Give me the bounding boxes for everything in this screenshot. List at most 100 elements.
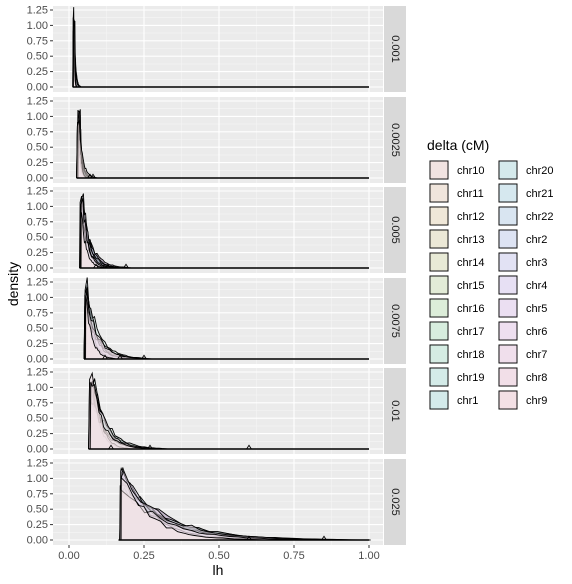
facet-label: 0.005: [389, 216, 401, 244]
y-tick-label: 0.25: [27, 247, 48, 259]
density-line: [89, 382, 152, 450]
legend-label: chr5: [526, 303, 547, 315]
facet-label: 0.001: [389, 35, 401, 63]
density-bump: [93, 263, 99, 269]
legend-label: chr8: [526, 372, 547, 384]
density-bump: [102, 354, 108, 360]
y-tick-label: 0.25: [27, 519, 48, 531]
y-tick-label: 0.75: [27, 397, 48, 409]
legend-key: [498, 206, 518, 226]
y-tick-label: 1.25: [27, 186, 48, 198]
y-tick-label: 1.00: [27, 20, 48, 32]
y-tick-label: 0.50: [27, 51, 48, 63]
x-tick-label: 0.50: [208, 550, 229, 562]
facet-label: 0.01: [389, 400, 401, 421]
y-axis-title: density: [5, 262, 21, 306]
density-fill: [81, 212, 107, 268]
density-fill: [73, 19, 77, 87]
y-tick-label: 0.25: [27, 338, 48, 350]
y-tick-label: 1.25: [27, 5, 48, 17]
density-line: [84, 296, 118, 360]
y-tick-label: 0.00: [27, 444, 48, 456]
facet-label: 0.0075: [389, 304, 401, 338]
y-tick-label: 1.00: [27, 111, 48, 123]
legend-label: chr9: [526, 395, 547, 407]
legend-title: delta (cM): [427, 137, 489, 153]
legend-key: [498, 275, 518, 295]
legend-key: [429, 321, 449, 341]
y-tick-label: 0.75: [27, 126, 48, 138]
x-tick-label: 1.00: [358, 550, 379, 562]
legend-key: [498, 160, 518, 180]
legend-key: [429, 206, 449, 226]
density-bump: [117, 354, 123, 360]
density-fill: [121, 475, 268, 540]
facet-strip: [384, 187, 406, 273]
density-fill: [85, 290, 147, 359]
legend-key: [429, 252, 449, 272]
density-line: [120, 475, 268, 541]
legend-key: [498, 367, 518, 387]
legend-label: chr15: [457, 280, 485, 292]
y-tick-label: 1.25: [27, 277, 48, 289]
density-bump: [123, 263, 129, 269]
density-line: [119, 469, 345, 541]
facet-strip: [384, 97, 406, 183]
density-line: [85, 290, 147, 360]
density-fill: [119, 485, 324, 540]
legend-key: [429, 229, 449, 249]
legend-key: [498, 390, 518, 410]
y-tick-label: 0.00: [27, 354, 48, 366]
legend-label: chr20: [526, 165, 554, 177]
legend-label: chr14: [457, 257, 485, 269]
legend-key: [429, 298, 449, 318]
legend-label: chr4: [526, 280, 547, 292]
legend-label: chr19: [457, 372, 485, 384]
facet-strip: [384, 459, 406, 545]
legend-key: [498, 298, 518, 318]
legend-label: chr1: [457, 395, 478, 407]
legend-label: chr22: [526, 211, 554, 223]
facet-strip: [384, 6, 406, 92]
facet-strip: [384, 368, 406, 454]
legend-key: [498, 321, 518, 341]
x-tick-label: 0.75: [283, 550, 304, 562]
density-bump: [90, 173, 96, 179]
legend-key: [429, 275, 449, 295]
legend-label: chr3: [526, 257, 547, 269]
y-tick-label: 0.75: [27, 307, 48, 319]
legend-label: chr18: [457, 349, 485, 361]
legend-label: chr2: [526, 234, 547, 246]
legend-key: [429, 183, 449, 203]
legend-label: chr7: [526, 349, 547, 361]
y-tick-label: 0.00: [27, 535, 48, 547]
density-fill: [76, 120, 98, 178]
y-tick-label: 1.00: [27, 382, 48, 394]
panel-background: [53, 97, 383, 183]
y-tick-label: 0.75: [27, 216, 48, 228]
panel-background: [53, 6, 383, 92]
density-bump: [141, 354, 147, 360]
legend-key: [429, 390, 449, 410]
density-fill: [85, 296, 118, 359]
y-tick-label: 0.50: [27, 413, 48, 425]
y-tick-label: 0.25: [27, 66, 48, 78]
legend-label: chr13: [457, 234, 485, 246]
density-bump: [108, 444, 114, 450]
y-tick-label: 0.75: [27, 488, 48, 500]
y-tick-label: 0.50: [27, 504, 48, 516]
legend-key: [498, 229, 518, 249]
legend-key: [429, 367, 449, 387]
y-tick-label: 0.00: [27, 173, 48, 185]
legend-label: chr16: [457, 303, 485, 315]
density-bump: [246, 444, 252, 450]
x-axis-title: lh: [213, 562, 224, 578]
y-tick-label: 0.25: [27, 428, 48, 440]
y-tick-label: 0.00: [27, 263, 48, 275]
x-tick-label: 0.00: [58, 550, 79, 562]
legend-label: chr6: [526, 326, 547, 338]
y-tick-label: 0.75: [27, 35, 48, 47]
panel-background: [53, 459, 383, 545]
x-tick-label: 0.25: [133, 550, 154, 562]
y-tick-label: 0.50: [27, 142, 48, 154]
